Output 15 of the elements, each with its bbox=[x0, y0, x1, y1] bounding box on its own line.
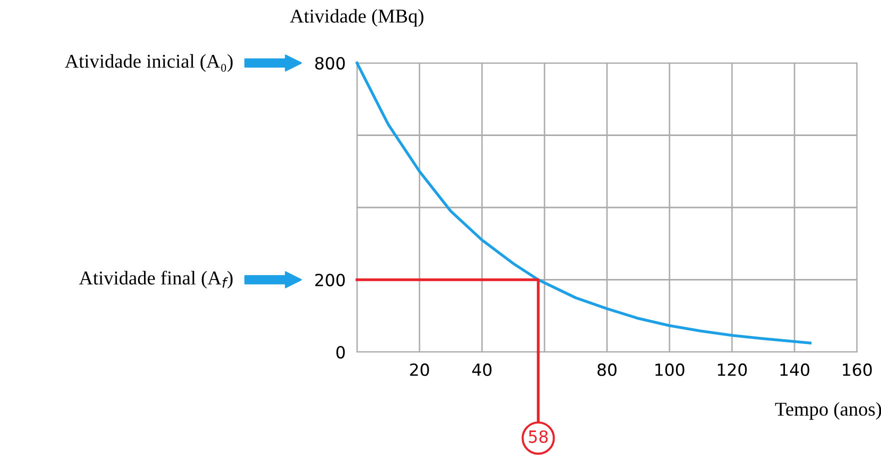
y-tick-label: 800 bbox=[315, 56, 345, 70]
annotation: 58 bbox=[528, 430, 548, 443]
y-tick-label: 0 bbox=[336, 346, 345, 359]
x-tick-label: 40 bbox=[472, 363, 492, 376]
x-tick-label: 100 bbox=[655, 363, 684, 376]
y-tick-label: 200 bbox=[315, 274, 345, 286]
x-tick-label: 140 bbox=[780, 363, 810, 376]
text: Atividade final (A$_{f}$) bbox=[79, 270, 233, 289]
x-axis-title: Tempo (anos) bbox=[775, 402, 881, 420]
text: Atividade inicial (A₀) bbox=[64, 54, 233, 72]
x-tick-label: 160 bbox=[842, 363, 872, 376]
y-axis-title: Atividade (MBq) bbox=[290, 9, 424, 27]
x-tick-label: 80 bbox=[598, 363, 616, 376]
x-tick-label: 120 bbox=[718, 363, 747, 376]
x-tick-label: 20 bbox=[410, 363, 429, 376]
